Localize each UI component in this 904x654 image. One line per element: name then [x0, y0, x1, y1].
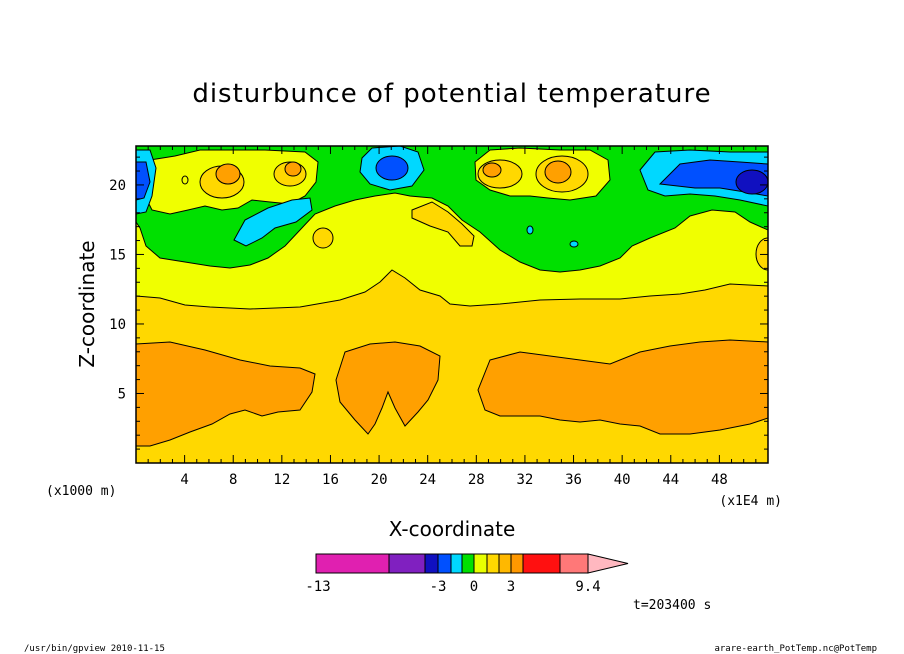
x-axis-label: X-coordinate [389, 517, 516, 541]
colorbar-segment [437, 553, 452, 574]
colorbar-segment [424, 553, 439, 574]
x-tick-label: 28 [468, 472, 485, 488]
blob-cyan-small-2 [569, 240, 579, 248]
colorbar-label: 0 [470, 579, 478, 595]
x-tick-label: 24 [419, 472, 436, 488]
colorbar-segment [450, 553, 463, 574]
x-tick-label: 32 [516, 472, 533, 488]
contour-low-center [335, 341, 441, 435]
colorbar [315, 553, 629, 574]
blob-orange-2-core [284, 161, 302, 177]
x-tick-label: 44 [662, 472, 679, 488]
colorbar-segment [486, 553, 500, 574]
blob-yellow-small [312, 227, 334, 249]
y-axis: 5 10 15 20 [109, 156, 768, 450]
x-unit-right: (x1E4 m) [719, 494, 782, 509]
blob-cyan-small-1 [526, 225, 534, 235]
footer-right: arare-earth_PotTemp.nc@PotTemp [714, 644, 877, 654]
x-tick-label: 36 [565, 472, 582, 488]
colorbar-segment [388, 553, 426, 574]
x-tick-label: 16 [322, 472, 339, 488]
colorbar-segment [522, 553, 561, 574]
y-axis-label: Z-coordinate [75, 240, 99, 367]
blob-orange-1-core [215, 163, 241, 185]
y-tick-label: 20 [109, 178, 126, 194]
x-tick-label: 4 [180, 472, 188, 488]
colorbar-labels: -13 -3 0 3 9.4 [305, 579, 600, 595]
colorbar-label: 3 [507, 579, 515, 595]
colorbar-segment [473, 553, 488, 574]
colorbar-segment [559, 553, 589, 574]
colorbar-segment [315, 553, 390, 574]
colorbar-label: -3 [430, 579, 447, 595]
x-tick-label: 40 [614, 472, 631, 488]
colorbar-segment [510, 553, 524, 574]
colorbar-label: 9.4 [575, 579, 600, 595]
colorbar-segment [498, 553, 512, 574]
footer-left: /usr/bin/gpview 2010-11-15 [24, 644, 165, 654]
y-tick-label: 10 [109, 317, 126, 333]
x-tick-label: 8 [229, 472, 237, 488]
blob-blue-top [375, 155, 409, 181]
blob-navy-right [735, 169, 768, 195]
x-tick-label: 48 [711, 472, 728, 488]
time-label: t=203400 s [633, 598, 711, 613]
y-tick-label: 5 [118, 386, 126, 402]
blob-orange-3-core [482, 162, 502, 178]
contour-fill [136, 146, 768, 463]
x-unit-left: (x1000 m) [46, 484, 116, 499]
blob-cyan-1 [233, 197, 313, 247]
blob-orange-4-core [544, 160, 572, 184]
x-tick-label: 12 [273, 472, 290, 488]
x-axis: 4 8 12 16 20 24 28 32 36 40 44 48 [147, 146, 757, 488]
y-tick-label: 15 [109, 247, 126, 263]
blob-tiny-1 [181, 175, 189, 185]
chart-title: disturbunce of potential temperature [192, 79, 711, 109]
colorbar-arrow [587, 553, 629, 574]
colorbar-label: -13 [305, 579, 330, 595]
colorbar-segment [461, 553, 475, 574]
contour-low-right [477, 339, 768, 435]
blob-yellow-right [411, 201, 475, 247]
contour-low-left [136, 341, 316, 447]
x-tick-label: 20 [371, 472, 388, 488]
